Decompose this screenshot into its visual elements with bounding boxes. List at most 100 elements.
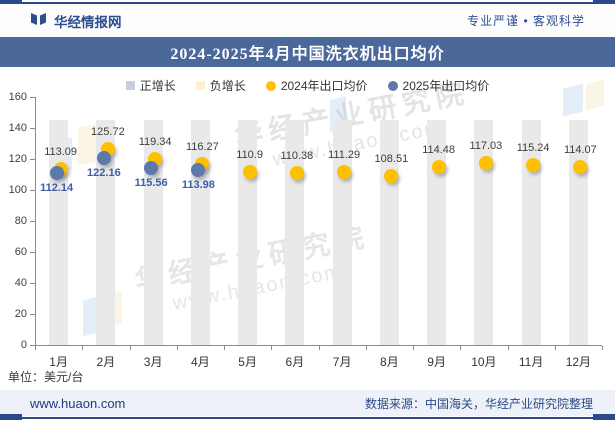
background-bar <box>190 120 210 345</box>
value-label-2024: 115.24 <box>516 142 550 155</box>
value-label-2025: 115.56 <box>134 176 168 189</box>
bottom-border-cap-left <box>0 414 22 420</box>
footer-source: 数据来源：中国海关，华经产业研究院整理 <box>364 396 593 411</box>
y-axis-line <box>35 97 36 345</box>
x-axis-label: 11月 <box>518 355 544 369</box>
x-axis-label: 5月 <box>238 355 257 369</box>
scatter-point-2025 <box>49 166 64 181</box>
y-axis-label: 60 <box>14 246 27 258</box>
scatter-point-2024 <box>384 168 399 183</box>
page-footer: www.huaon.com 数据来源：中国海关，华经产业研究院整理 <box>0 390 615 416</box>
x-axis-tick <box>602 346 603 350</box>
x-axis-label: 4月 <box>191 355 210 369</box>
legend-label: 负增长 <box>209 79 246 93</box>
value-label-2024: 116.27 <box>185 140 219 153</box>
x-axis-label: 9月 <box>427 355 446 369</box>
scatter-point-2025 <box>144 160 159 175</box>
x-axis-line <box>35 345 602 346</box>
footer-site-link[interactable]: www.huaon.com <box>30 395 126 411</box>
value-label-2025: 113.98 <box>181 179 215 192</box>
x-axis-tick <box>507 346 509 350</box>
legend-item-2025-price[interactable]: 2025年出口均价 <box>387 77 490 94</box>
y-axis-tick <box>30 97 35 98</box>
x-axis-tick <box>82 346 84 350</box>
top-border-cap-right <box>593 0 615 6</box>
x-axis-tick <box>129 346 131 350</box>
background-bar <box>521 120 541 345</box>
legend-marker-icon <box>387 80 398 91</box>
site-header: 华经情报网 专业严谨 • 客观科学 <box>0 4 615 37</box>
background-bar <box>96 120 116 345</box>
y-axis-tick <box>30 314 35 315</box>
scatter-point-2025 <box>191 163 206 178</box>
x-axis-tick <box>35 346 36 350</box>
value-label-2024: 111.29 <box>328 148 361 161</box>
value-label-2024: 114.48 <box>422 143 456 156</box>
chart-title-bar: 2024-2025年4月中国洗衣机出口均价 <box>0 37 615 67</box>
background-bar <box>474 120 494 345</box>
value-label-2024: 110.9 <box>236 149 263 162</box>
scatter-point-2024 <box>337 164 352 179</box>
plot-area: 0 20 40 60 80 100 120 140 160 1月 2月 3月 4月 5月 6月 7月 8月 9月 1… <box>9 91 603 369</box>
x-axis-tick <box>176 346 178 350</box>
legend-item-2024-price[interactable]: 2024年出口均价 <box>265 77 368 94</box>
value-label-2024: 113.09 <box>44 145 78 158</box>
y-axis-label: 80 <box>14 215 27 227</box>
y-axis-label: 40 <box>14 277 27 289</box>
y-axis-label: 100 <box>8 184 27 196</box>
x-axis-label: 10月 <box>471 355 497 369</box>
y-axis-tick <box>30 159 35 160</box>
y-axis-label: 20 <box>14 308 27 320</box>
legend-marker-icon <box>195 81 205 90</box>
y-axis-label: 160 <box>8 91 27 103</box>
x-axis-label: 8月 <box>380 355 399 369</box>
x-axis-label: 12月 <box>565 355 592 369</box>
y-axis-label: 0 <box>20 339 27 351</box>
value-label-2025: 112.14 <box>40 182 74 195</box>
y-axis-tick <box>30 190 35 191</box>
page-title: 2024-2025年4月中国洗衣机出口均价 <box>170 46 445 63</box>
y-axis-label: 140 <box>8 122 27 134</box>
legend-label: 2024年出口均价 <box>280 79 368 93</box>
legend-label: 正增长 <box>139 79 176 93</box>
legend-marker-icon <box>265 80 276 91</box>
top-border-line <box>0 2 615 4</box>
x-axis-tick <box>365 346 367 350</box>
value-label-2024: 125.72 <box>91 126 125 139</box>
legend-label: 2025年出口均价 <box>402 79 490 93</box>
legend-item-negative-growth[interactable]: 负增长 <box>195 77 246 94</box>
value-label-2024: 110.38 <box>280 149 314 162</box>
value-label-2025: 122.16 <box>87 166 121 179</box>
value-label-2024: 119.34 <box>138 136 172 149</box>
bottom-border-line <box>0 417 615 419</box>
value-label-2024: 114.07 <box>563 144 597 157</box>
header-slogan: 专业严谨 • 客观科学 <box>467 14 585 28</box>
y-axis-tick <box>30 252 35 253</box>
scatter-point-2024 <box>573 160 588 175</box>
y-axis-tick <box>30 128 35 129</box>
chart-area: 华经产业研究院 www.huaon.com 华经产业研究院 www.huaon.… <box>0 67 615 390</box>
scatter-point-2025 <box>96 150 111 165</box>
scatter-point-2024 <box>242 165 257 180</box>
x-axis-tick <box>271 346 273 350</box>
scatter-point-2024 <box>478 155 493 170</box>
x-axis-label: 3月 <box>143 355 163 369</box>
x-axis-tick <box>413 346 414 350</box>
x-axis-label: 2月 <box>96 355 116 369</box>
background-bar <box>427 120 447 345</box>
chart-legend: 正增长 负增长 2024年出口均价 2025年出口均价 <box>0 77 615 94</box>
scatter-point-2024 <box>526 158 541 173</box>
scatter-point-2024 <box>289 165 304 180</box>
y-axis-tick <box>30 345 35 346</box>
unit-label: 单位：美元/台 <box>8 370 84 384</box>
background-bar <box>568 120 588 345</box>
background-bar <box>143 120 163 345</box>
x-axis-tick <box>224 346 225 350</box>
top-border-cap-left <box>0 0 22 6</box>
legend-item-positive-growth[interactable]: 正增长 <box>125 77 176 94</box>
value-label-2024: 108.51 <box>374 152 409 165</box>
x-axis-label: 6月 <box>285 355 305 369</box>
value-label-2024: 117.03 <box>469 139 503 152</box>
huaon-logo-icon <box>30 11 47 30</box>
